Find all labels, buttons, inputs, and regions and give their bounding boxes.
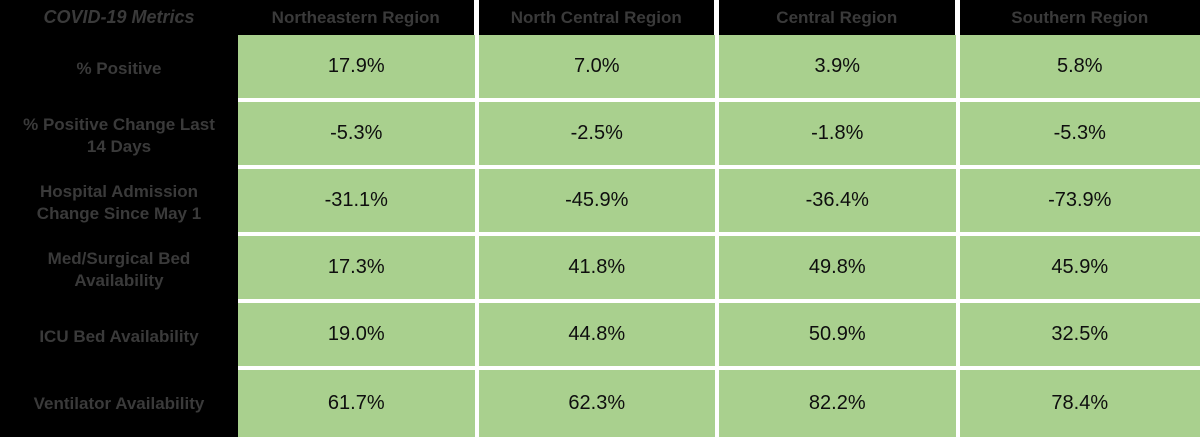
table-cell: 19.0% [238,303,479,370]
table-cell: 7.0% [478,35,719,102]
table-cell: 44.8% [478,303,719,370]
row-label-med-surgical-bed: Med/Surgical Bed Availability [0,236,238,303]
column-header-southern: Southern Region [959,0,1200,35]
table-cell: 32.5% [959,303,1200,370]
table-cell: 82.2% [719,370,960,437]
table-cell: 3.9% [719,35,960,102]
table-cell: -1.8% [719,102,960,169]
table-cell: -5.3% [959,102,1200,169]
table-cell: 62.3% [478,370,719,437]
table-cell: 17.9% [238,35,479,102]
row-label-icu-bed: ICU Bed Availability [0,303,238,370]
table-cell: 17.3% [238,236,479,303]
table-cell: -5.3% [238,102,479,169]
table-cell: -31.1% [238,169,479,236]
table-cell: -2.5% [478,102,719,169]
table-cell: -36.4% [719,169,960,236]
table-cell: -45.9% [478,169,719,236]
column-header-northeastern: Northeastern Region [238,0,479,35]
row-label-hospital-admission-change: Hospital Admission Change Since May 1 [0,169,238,236]
row-label-ventilator: Ventilator Availability [0,370,238,437]
table-cell: -73.9% [959,169,1200,236]
column-header-central: Central Region [719,0,960,35]
column-header-north-central: North Central Region [478,0,719,35]
table-cell: 78.4% [959,370,1200,437]
table-cell: 49.8% [719,236,960,303]
table-cell: 5.8% [959,35,1200,102]
table-cell: 45.9% [959,236,1200,303]
row-label-percent-positive: % Positive [0,35,238,102]
table-cell: 50.9% [719,303,960,370]
row-label-percent-positive-change: % Positive Change Last 14 Days [0,102,238,169]
table-cell: 61.7% [238,370,479,437]
table-cell: 41.8% [478,236,719,303]
table-title: COVID-19 Metrics [0,0,238,35]
